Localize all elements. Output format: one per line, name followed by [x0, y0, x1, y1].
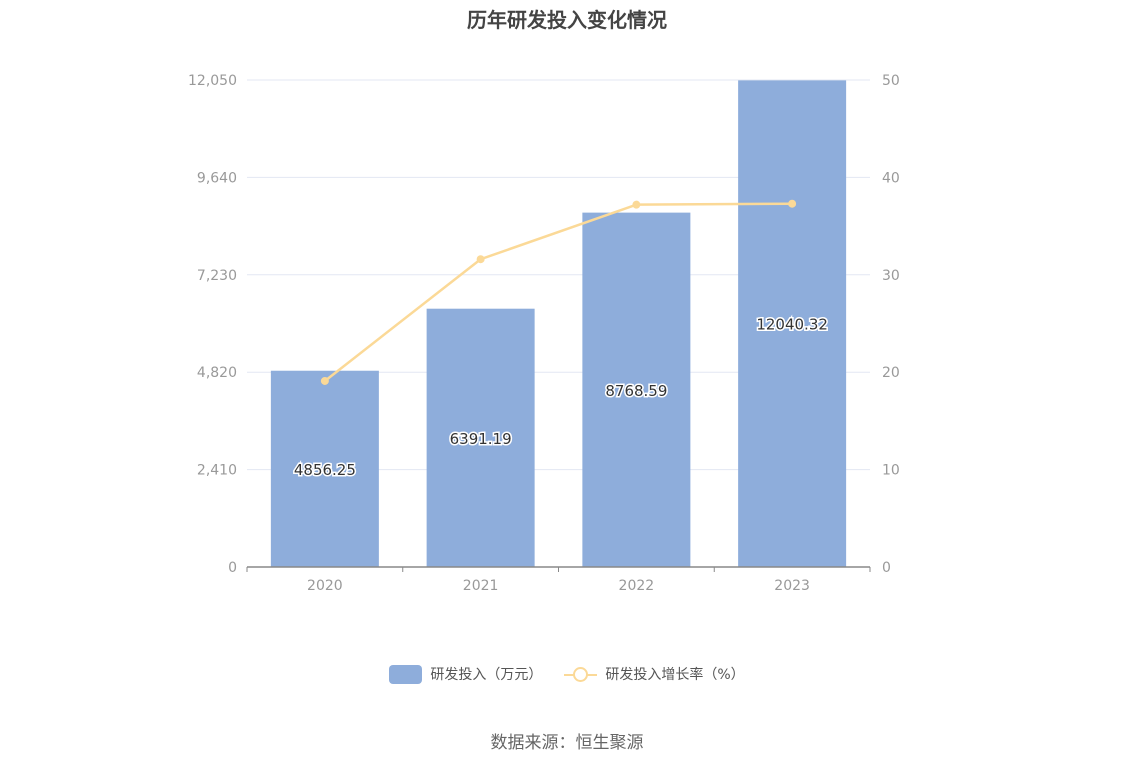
y-left-tick-label: 7,230: [197, 268, 237, 284]
growth-rate-point: [320, 376, 329, 385]
chart-title: 历年研发投入变化情况: [467, 8, 667, 32]
growth-rate-point: [476, 255, 485, 264]
bar-labels: 4856.25 6391.19 8768.59 12040.32: [292, 314, 829, 480]
bar-value-label: 8768.59: [605, 382, 667, 400]
y-left-tick-label: 0: [228, 560, 237, 576]
y-right-tick-label: 10: [882, 463, 900, 479]
growth-rate-line: [324, 202, 793, 382]
y-right-tick-label: 50: [882, 73, 900, 89]
y-right-tick-label: 0: [882, 560, 891, 576]
legend-bar-swatch: [389, 664, 423, 684]
growth-rate-point: [632, 200, 641, 209]
bar-value-label: 12040.32: [756, 316, 828, 334]
bar-series: [270, 80, 847, 567]
bar-value-label: 4856.25: [294, 461, 356, 479]
legend-line-swatch: [564, 665, 598, 684]
data-source: 数据来源：恒生聚源: [490, 733, 644, 753]
legend-item-growth-rate[interactable]: 研发投入增长率（%）: [564, 664, 745, 684]
legend-label-growth-rate: 研发投入增长率（%）: [605, 667, 745, 683]
y-left-tick-label: 12,050: [188, 73, 237, 89]
legend-item-rd-investment[interactable]: 研发投入（万元）: [389, 664, 542, 684]
y-right-tick-label: 40: [882, 170, 900, 186]
y-right-tick-label: 30: [882, 268, 900, 284]
legend-label-rd-investment: 研发投入（万元）: [430, 667, 543, 683]
y-left-tick-label: 9,640: [197, 170, 237, 186]
y-right-tick-label: 20: [882, 365, 900, 381]
growth-rate-point: [788, 199, 797, 208]
x-tick-label: 2021: [463, 578, 499, 594]
y-left-tick-label: 4,820: [197, 365, 237, 381]
bar: [426, 308, 535, 567]
axes: 0 2,410 4,820 7,230 9,640 12,050 0 10 20 30 40 50 20…: [188, 73, 900, 594]
x-tick-label: 2022: [619, 578, 655, 594]
bar: [582, 212, 691, 567]
bar-value-label: 6391.19: [450, 430, 512, 448]
line-series: [320, 199, 797, 385]
bar: [738, 80, 847, 567]
y-left-tick-label: 2,410: [197, 463, 237, 479]
legend: 研发投入（万元） 研发投入增长率（%）: [0, 664, 1134, 684]
x-tick-label: 2023: [774, 578, 810, 594]
x-tick-label: 2020: [307, 578, 343, 594]
bar: [270, 370, 379, 567]
